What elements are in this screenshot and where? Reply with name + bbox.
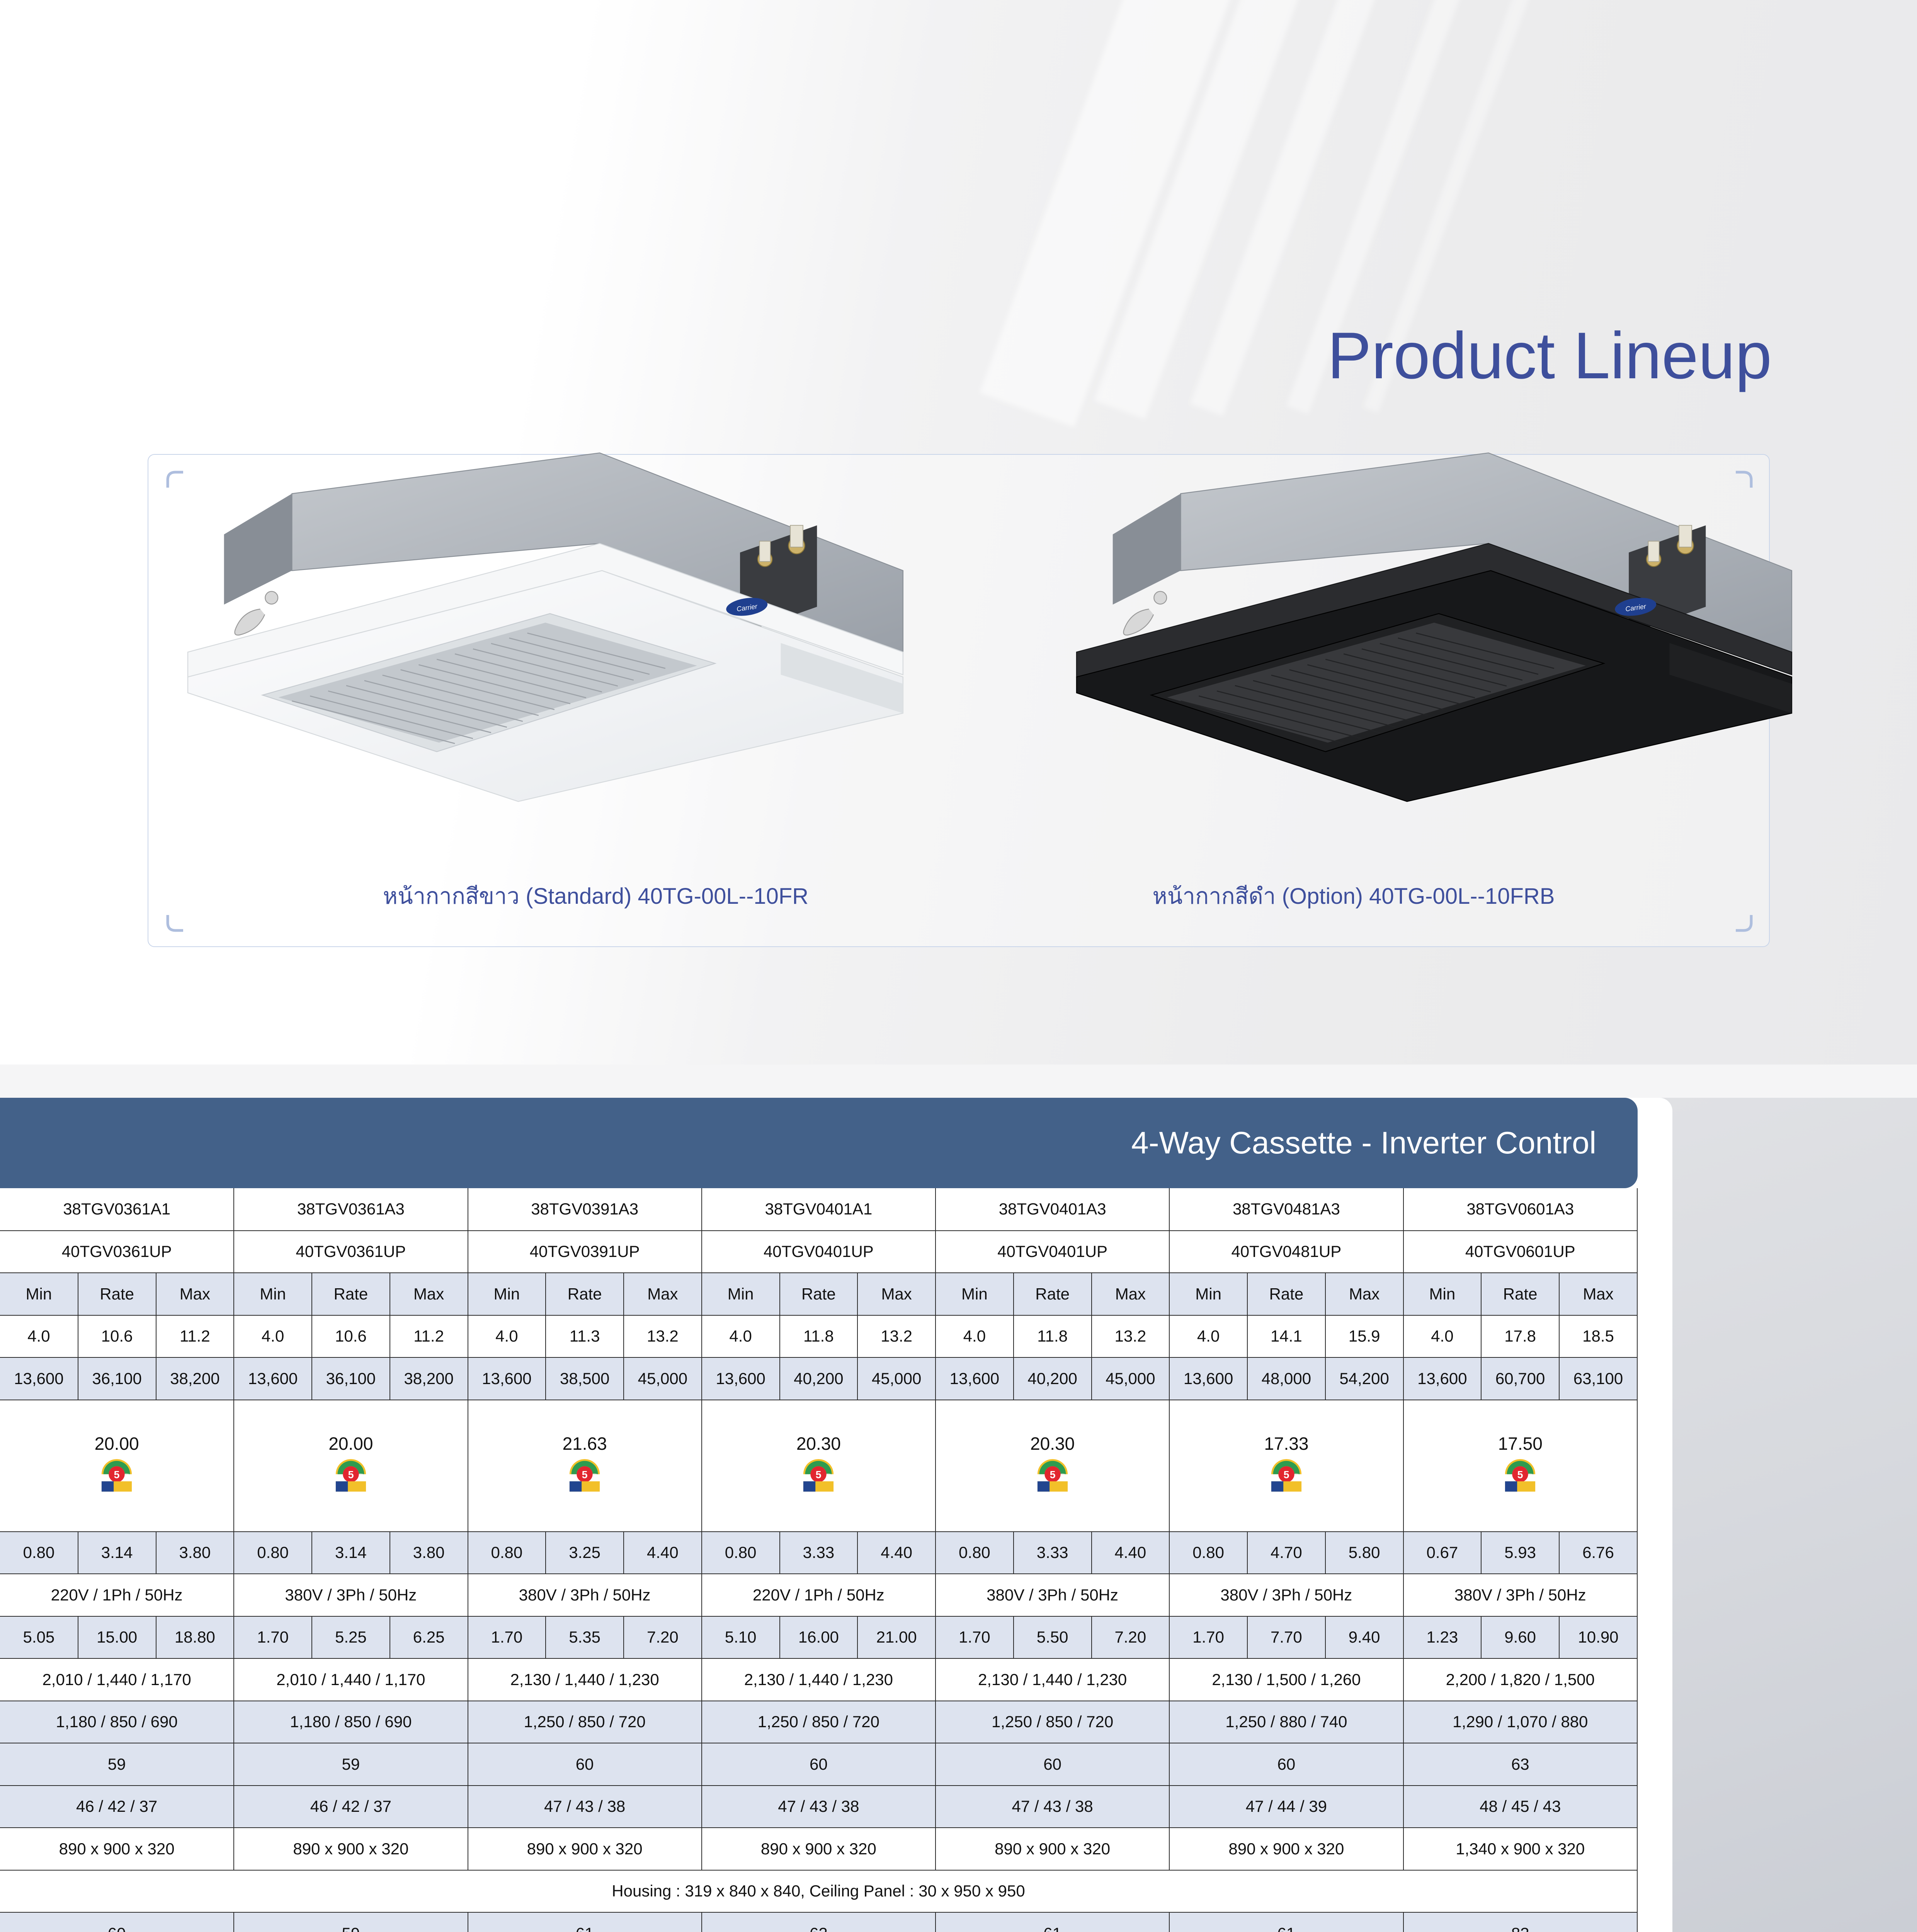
svg-text:5: 5 bbox=[1283, 1469, 1289, 1480]
svg-text:5: 5 bbox=[582, 1469, 588, 1480]
svg-text:5: 5 bbox=[114, 1469, 120, 1480]
svg-text:5: 5 bbox=[1517, 1469, 1523, 1480]
svg-text:5: 5 bbox=[816, 1469, 822, 1480]
svg-text:5: 5 bbox=[348, 1469, 354, 1480]
svg-text:5: 5 bbox=[1050, 1469, 1055, 1480]
